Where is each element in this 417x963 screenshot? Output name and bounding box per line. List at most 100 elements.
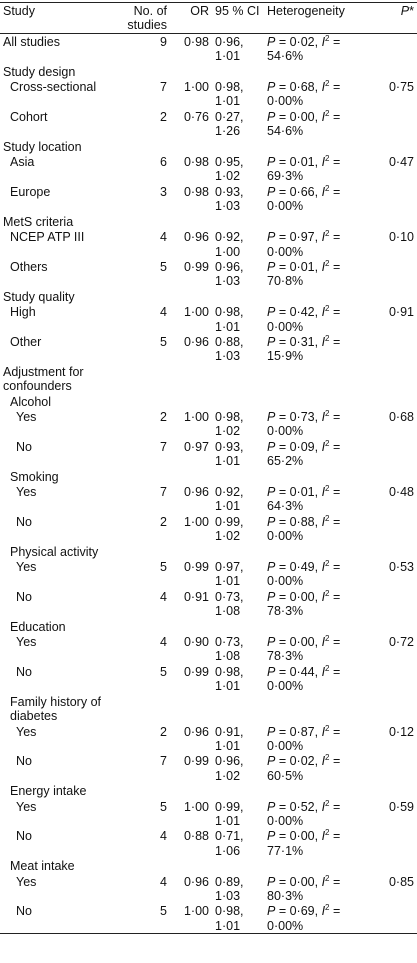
or-cell [170,289,212,304]
text-part: = 0·00% [267,799,341,828]
heterogeneity-cell: P = 0·00, I2 = 78·3% [264,589,374,619]
text-part: = 0·02, [275,754,322,769]
study-cell: No [16,514,32,529]
table-row: Family history of diabetes [0,694,417,724]
text-part: P [267,635,276,650]
table-row: Other 5 0·96 0·88, 1·03 P = 0·31, I2 = 15·9% [0,334,417,364]
table-row: Yes 5 1·00 0·99, 1·01 P = 0·52, I2 = 0·00% 0·… [0,799,417,829]
heterogeneity-cell [264,783,374,798]
or-cell: 1·00 [183,305,209,320]
ci-cell [212,364,264,394]
p-value-cell [374,514,417,544]
table-row: Europe 3 0·98 0·93, 1·03 P = 0·66, I2 = 0·00… [0,184,417,214]
or-cell: 0·98 [183,34,209,49]
or-cell: 0·99 [183,664,209,679]
table-row: Yes 4 0·96 0·89, 1·03 P = 0·00, I2 = 80·3% 0·… [0,874,417,904]
text-part: P [267,305,276,320]
text-part: 2 [325,33,330,43]
table-row: No 4 0·88 0·71, 1·06 P = 0·00, I2 = 77·1% [0,828,417,858]
text-part: P [267,109,276,124]
text-part: P [267,589,276,604]
text-part: = 0·00, [275,874,322,889]
heterogeneity-cell [264,289,374,304]
text-part: I [321,409,326,424]
heterogeneity-cell: P = 0·00, I2 = 77·1% [264,828,374,858]
text-part: = 0·68, [275,80,322,95]
text-part: = 0·00% [267,560,341,589]
p-value-cell [374,214,417,229]
heterogeneity-cell: P = 0·44, I2 = 0·00% [264,664,374,694]
or-cell [170,394,212,409]
study-cell: Smoking [10,469,59,484]
ci-cell: 0·96, 1·02 [215,754,244,783]
text-part: P [267,439,276,454]
or-cell: 0·76 [183,109,209,124]
or-cell [170,544,212,559]
text-part: = 78·3% [267,635,341,664]
table-row: Others 5 0·99 0·96, 1·03 P = 0·01, I2 = 70·8… [0,259,417,289]
column-header: 95 % CI [215,4,260,18]
count-cell: 7 [160,754,167,769]
count-cell: 4 [160,635,167,650]
heterogeneity-cell: P = 0·68, I2 = 0·00% [264,79,374,109]
ci-cell: 0·96, 1·01 [215,34,244,64]
or-cell: 1·00 [183,409,209,424]
ci-cell: 0·89, 1·03 [215,874,244,903]
text-part: P [267,409,276,424]
text-part: 2 [325,483,330,493]
count-cell: 2 [160,409,167,424]
text-part: P [267,34,276,49]
count-cell [120,139,170,154]
table-row: No 4 0·91 0·73, 1·08 P = 0·00, I2 = 78·3% [0,589,417,619]
table-row: Study design [0,64,417,79]
text-part: 2 [325,333,330,343]
text-part: = 0·00% [267,184,341,214]
text-part: I [321,829,326,844]
table-row: Meat intake [0,858,417,873]
text-part: P [267,799,276,814]
count-cell: 9 [160,34,167,49]
table-row: Alcohol [0,394,417,409]
study-cell: No [16,904,32,919]
ci-cell: 0·98, 1·01 [215,305,244,334]
p-value-cell: 0·91 [388,305,414,320]
table-row: No 7 0·97 0·93, 1·01 P = 0·09, I2 = 65·2% [0,439,417,469]
heterogeneity-cell: P = 0·00, I2 = 54·6% [264,109,374,139]
ci-cell: 0·93, 1·01 [215,439,244,469]
ci-cell: 0·27, 1·26 [215,109,244,139]
p-value-cell [374,139,417,154]
count-cell: 4 [160,829,167,844]
or-cell [170,619,212,634]
count-cell: 5 [160,904,167,919]
header-row: Study No. of studies OR 95 % CI Heterogeneit… [0,2,417,34]
text-part: P [267,874,276,889]
text-part: P [267,514,276,529]
count-cell: 2 [160,514,167,529]
p-value-cell [374,364,417,394]
text-part: = 0·00, [275,635,322,650]
text-part: 2 [325,753,330,763]
study-cell: Adjustment for confounders [3,364,84,394]
p-value-cell: 0·85 [388,874,414,889]
p-value-cell [374,828,417,858]
text-part: I [321,664,326,679]
heterogeneity-cell: P = 0·73, I2 = 0·00% [264,409,374,439]
count-cell: 4 [160,230,167,245]
text-part: = 0·00% [267,230,341,259]
heterogeneity-cell [264,394,374,409]
text-part: = 0·01, [275,485,322,499]
p-value-cell [374,64,417,79]
ci-cell [212,394,264,409]
ci-cell: 0·98, 1·01 [215,904,244,933]
text-part: I [321,155,326,170]
text-part: = 64·3% [267,485,341,514]
study-cell: Education [10,619,66,634]
ci-cell: 0·96, 1·03 [215,259,244,289]
count-cell: 5 [160,664,167,679]
text-part: P [267,754,276,769]
text-part: P [267,184,276,199]
text-part: = 0·01, [275,155,322,170]
text-part: = 0·66, [275,184,322,199]
heterogeneity-cell [264,694,374,724]
study-cell: Yes [16,724,37,739]
